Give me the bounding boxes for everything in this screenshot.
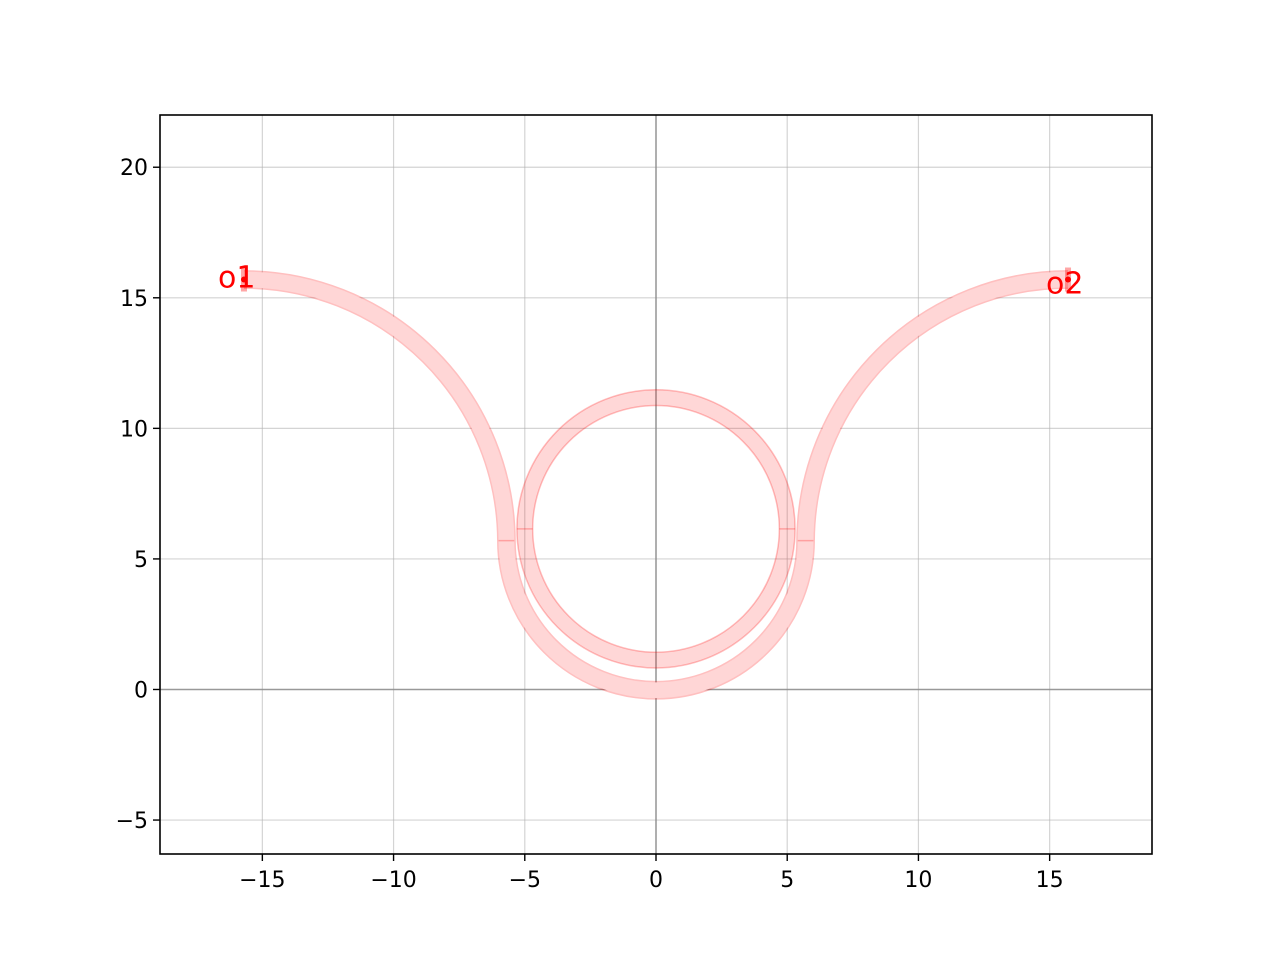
x-tick-label: 0 (649, 868, 663, 893)
port-label-o1: o1 (218, 261, 255, 296)
y-tick-label: 5 (134, 548, 148, 573)
y-tick-label: −5 (116, 809, 148, 834)
y-tick-label: 15 (120, 287, 148, 312)
x-tick-label: 5 (780, 868, 794, 893)
port-markers (240, 267, 1072, 292)
x-tick-label: 10 (904, 868, 932, 893)
axis-ticks: −15 −10 −5 0 5 10 15 −5 0 5 10 15 20 (116, 156, 1064, 893)
port-label-o2: o2 (1046, 267, 1083, 302)
port-dot-o1 (240, 276, 247, 283)
x-tick-label: 15 (1036, 868, 1064, 893)
ring-resonator (516, 389, 796, 669)
y-tick-label: 0 (134, 678, 148, 703)
waveguide-layer (243, 270, 1069, 700)
port-labels: o1 o2 (218, 261, 1083, 302)
port-dot-o2 (1065, 276, 1072, 283)
bus-waveguide (243, 271, 1069, 699)
x-tick-label: −5 (509, 868, 541, 893)
y-tick-label: 10 (120, 417, 148, 442)
y-tick-label: 20 (120, 156, 148, 181)
x-tick-label: −10 (370, 868, 416, 893)
x-tick-label: −15 (239, 868, 285, 893)
